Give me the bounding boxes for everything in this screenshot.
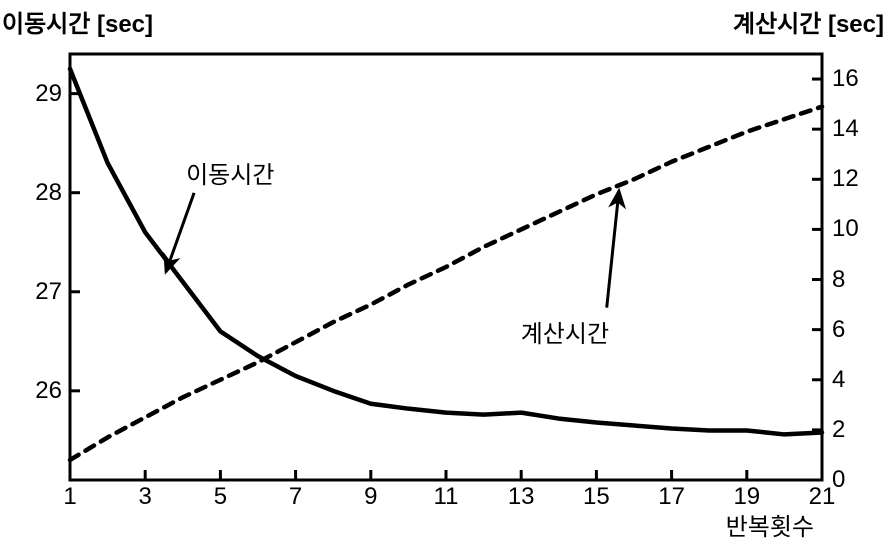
tick-label: 2: [832, 416, 845, 444]
tick-label: 4: [832, 366, 845, 394]
tick-label: 29: [35, 80, 62, 108]
tick-label: 0: [832, 466, 845, 494]
chart-svg: [0, 0, 888, 551]
tick-label: 11: [426, 483, 466, 511]
tick-label: 12: [832, 165, 859, 193]
tick-label: 6: [832, 316, 845, 344]
tick-label: 26: [35, 377, 62, 405]
tick-label: 17: [652, 483, 692, 511]
tick-label: 16: [832, 65, 859, 93]
tick-label: 8: [832, 266, 845, 294]
tick-label: 27: [35, 278, 62, 306]
tick-label: 7: [276, 483, 316, 511]
annotation-label: 계산시간: [521, 314, 609, 349]
tick-label: 5: [200, 483, 240, 511]
annotation-label: 이동시간: [186, 155, 274, 190]
tick-label: 28: [35, 179, 62, 207]
tick-label: 14: [832, 115, 859, 143]
tick-label: 3: [125, 483, 165, 511]
dual-axis-line-chart: 이동시간 [sec] 계산시간 [sec] 반복횟수 1357911131517…: [0, 0, 888, 551]
tick-label: 13: [501, 483, 541, 511]
tick-label: 9: [351, 483, 391, 511]
tick-label: 10: [832, 215, 859, 243]
tick-label: 1: [50, 483, 90, 511]
tick-label: 19: [727, 483, 767, 511]
tick-label: 15: [576, 483, 616, 511]
